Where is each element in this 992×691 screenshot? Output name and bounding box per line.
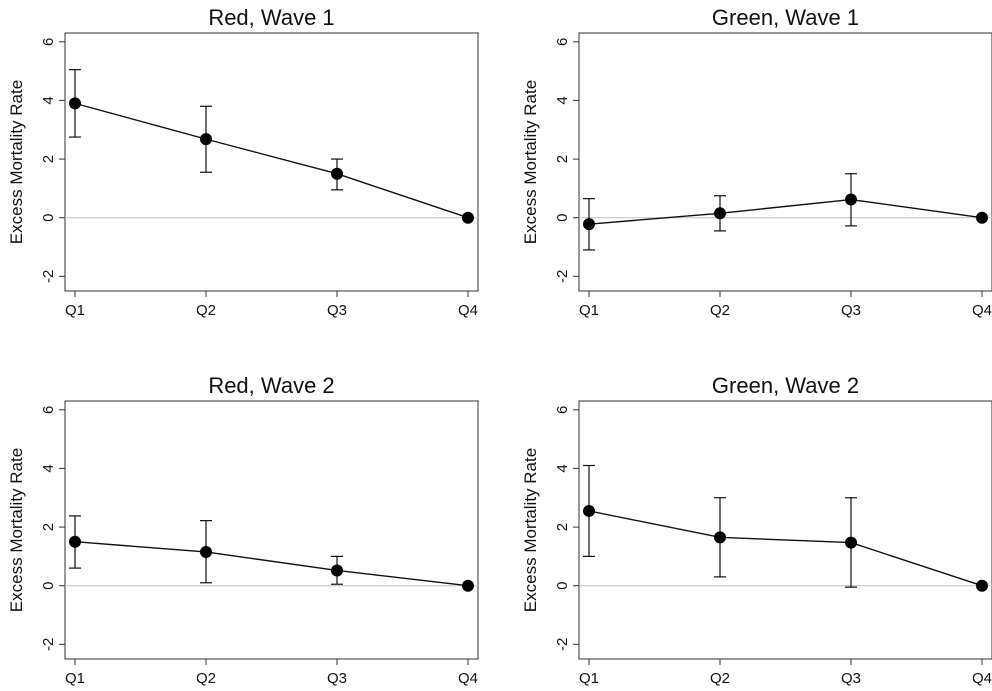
x-tick-label: Q1 [579, 302, 599, 319]
chart-svg: Green, Wave 1 Excess Mortality Rate -2 0 2 4 6… [521, 5, 992, 319]
plot-frame [64, 400, 479, 660]
x-tick-label: Q3 [327, 302, 347, 319]
y-tick-label: 0 [554, 214, 571, 222]
y-tick-label: -2 [40, 270, 57, 283]
y-axis-label: Excess Mortality Rate [7, 80, 26, 244]
y-tick-label: 6 [40, 38, 57, 46]
y-tick-label: 2 [554, 155, 571, 163]
y-tick-label: 6 [40, 406, 57, 414]
y-tick-label: 4 [554, 464, 571, 472]
y-tick-label: 6 [554, 406, 571, 414]
y-tick-label: -2 [554, 638, 571, 651]
data-point [714, 207, 726, 220]
data-point [583, 218, 595, 231]
chart-title: Green, Wave 1 [712, 5, 859, 30]
x-tick-label: Q2 [196, 670, 216, 687]
chart-panel-red-wave-2: Red, Wave 2 Excess Mortality Rate -2 0 2 4 6 Q1… [0, 368, 479, 690]
data-point [976, 579, 988, 592]
x-tick-label: Q1 [65, 670, 85, 687]
chart-svg: Green, Wave 2 Excess Mortality Rate -2 0 2 4 6… [521, 373, 992, 687]
y-tick-label: 6 [554, 38, 571, 46]
x-tick-label: Q2 [196, 302, 216, 319]
x-tick-label: Q2 [710, 670, 730, 687]
x-tick-label: Q3 [841, 302, 861, 319]
plot-frame [578, 400, 992, 660]
data-point [69, 97, 81, 110]
x-tick-label: Q4 [972, 302, 992, 319]
chart-panel-green-wave-1: Green, Wave 1 Excess Mortality Rate -2 0 2 4 6… [514, 0, 992, 322]
data-point [200, 545, 212, 558]
y-tick-label: 2 [554, 523, 571, 531]
x-tick-label: Q1 [579, 670, 599, 687]
x-tick-label: Q1 [65, 302, 85, 319]
y-axis-label: Excess Mortality Rate [7, 448, 26, 612]
chart-svg: Red, Wave 2 Excess Mortality Rate -2 0 2 4 6 Q1… [7, 373, 479, 687]
data-point [583, 504, 595, 517]
y-tick-label: 0 [40, 214, 57, 222]
data-point [845, 193, 857, 206]
y-tick-label: 2 [40, 523, 57, 531]
y-tick-label: 4 [554, 96, 571, 104]
data-point [462, 579, 474, 592]
y-tick-label: 4 [40, 464, 57, 472]
y-tick-label: -2 [554, 270, 571, 283]
y-tick-label: 2 [40, 155, 57, 163]
data-point [976, 211, 988, 224]
series-line [74, 102, 469, 219]
series-line [588, 510, 983, 587]
data-point [462, 211, 474, 224]
data-point [714, 531, 726, 544]
y-axis-label: Excess Mortality Rate [521, 448, 540, 612]
chart-title: Red, Wave 1 [208, 5, 334, 30]
chart-title: Green, Wave 2 [712, 373, 859, 398]
series-line [74, 541, 469, 587]
x-tick-label: Q4 [458, 302, 478, 319]
series-line [588, 198, 983, 225]
x-tick-label: Q3 [327, 670, 347, 687]
plot-frame [64, 32, 479, 292]
x-tick-label: Q2 [710, 302, 730, 319]
chart-panel-red-wave-1: Red, Wave 1 Excess Mortality Rate -2 0 2 4 6 Q1… [0, 0, 479, 322]
data-point [331, 167, 343, 180]
data-point [331, 564, 343, 577]
chart-svg: Red, Wave 1 Excess Mortality Rate -2 0 2 4 6 Q1… [7, 5, 479, 319]
x-tick-label: Q4 [972, 670, 992, 687]
chart-title: Red, Wave 2 [208, 373, 334, 398]
y-tick-label: 0 [554, 582, 571, 590]
y-tick-label: 0 [40, 582, 57, 590]
data-point [69, 535, 81, 548]
data-point [200, 133, 212, 146]
x-tick-label: Q3 [841, 670, 861, 687]
y-tick-label: -2 [40, 638, 57, 651]
y-tick-label: 4 [40, 96, 57, 104]
x-tick-label: Q4 [458, 670, 478, 687]
data-point [845, 536, 857, 549]
y-axis-label: Excess Mortality Rate [521, 80, 540, 244]
plot-frame [578, 32, 992, 292]
chart-panel-green-wave-2: Green, Wave 2 Excess Mortality Rate -2 0 2 4 6… [514, 368, 992, 690]
